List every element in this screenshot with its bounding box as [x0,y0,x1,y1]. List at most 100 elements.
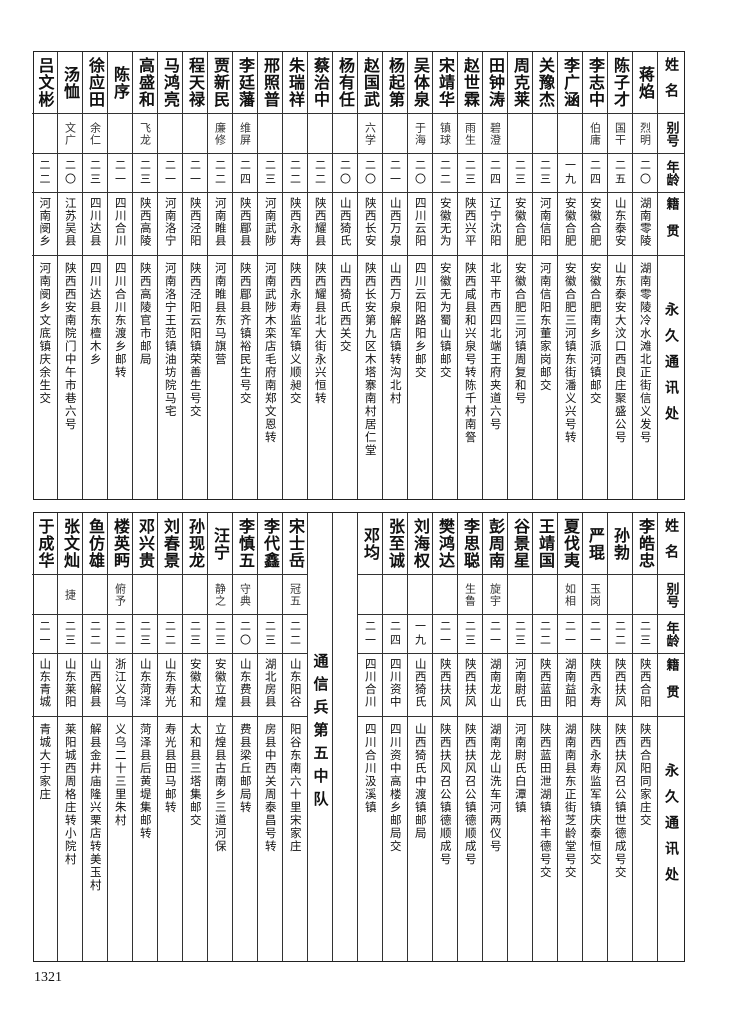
cell-age: 二二 [608,615,632,654]
cell-alias [133,575,157,615]
person-age: 二三 [538,159,552,187]
person-name: 徐应田 [86,57,105,108]
person-age: 二四 [388,620,402,648]
person-native: 陕西扶风 [613,658,628,708]
cell-name: 蔡治中 [308,52,332,114]
person-alias: 碧澄 [488,121,502,146]
cell-address: 安徽合肥南乡派河镇邮交 [583,256,607,499]
person-alias: 静之 [213,582,227,607]
person-address: 河南尉氏白潭镇 [513,723,528,814]
header-cell-alias: 别号 [658,114,684,154]
cell-age: 二四 [483,154,507,193]
person-name: 楼英眄 [111,518,130,569]
person-column: 徐应田 余仁 二三 四川达县 四川达县东檀木乡 [82,52,107,499]
cell-address: 安徽合肥三河镇东街潘义兴号转 [558,256,582,499]
cell-native: 山西猗氏 [408,654,432,717]
person-name: 马鸿亮 [161,57,180,108]
person-address: 菏泽县后黄堤集邮转 [138,723,153,840]
cell-name: 夏伐夷 [558,513,582,575]
person-alias: 雨生 [463,121,477,146]
person-native: 山东寿光 [163,658,178,708]
cell-address: 河南武陟木栾店毛府南郑文恩转 [258,256,282,499]
cell-native: 安徽无为 [433,193,457,256]
cell-name: 张至诚 [383,513,407,575]
person-native: 河南洛宁 [163,197,178,247]
person-column: 宋靖华 镇球 二二 安徽无为 安徽无为蜀山镇邮交 [432,52,457,499]
cell-age: 二三 [533,154,557,193]
cell-alias: 镇球 [433,114,457,154]
person-name: 汤恤 [61,65,80,100]
person-age: 二二 [288,620,302,648]
person-column: 朱瑞祥 二二 陕西永寿 陕西永寿监军镇义顺昶交 [282,52,307,499]
person-column: 高盛和 飞龙 二三 陕西高陵 陕西高陵官市邮局 [132,52,157,499]
person-address: 河南洛宁王范镇油坊院马宅 [163,262,178,418]
person-age: 二三 [138,620,152,648]
cell-name: 宋靖华 [433,52,457,114]
person-age: 二二 [88,620,102,648]
roster-table-top: 姓名 别号 年龄 籍贯 永久通讯处 蒋焰 烈明 二〇 湖南零陵 湖南零陵冷水滩北正街信义发号 陈子才… [32,51,685,500]
cell-age: 二一 [32,615,57,654]
person-alias: 捷 [63,588,77,601]
person-address: 陕西扶风召公镇世德成号交 [613,723,628,879]
person-alias: 冠五 [288,582,302,607]
cell-native: 陕西耀县 [308,193,332,256]
cell-native: 湖南龙山 [483,654,507,717]
cell-alias: 碧澄 [483,114,507,154]
person-column: 孙现龙 二三 安徽太和 太和县三塔集邮交 [182,513,207,961]
cell-native: 山东费县 [233,654,257,717]
cell-alias: 生鲁 [458,575,482,615]
person-column: 蔡治中 二二 陕西耀县 陕西耀县北大街永兴恒转 [307,52,332,499]
person-address: 山西猗氏西关交 [338,262,353,353]
person-address: 陕西郿县齐镇裕民生号交 [238,262,253,405]
person-column: 陈子才 国干 二五 山东泰安 山东泰安大汶口西良庄聚盛公号 [607,52,632,499]
cell-address: 陕西咸县和兴泉号转陈千村南詧 [458,256,482,499]
person-column: 吴体泉 于海 二〇 四川云阳 四川云阳路阳乡邮交 [407,52,432,499]
person-age: 二五 [613,159,627,187]
cell-address: 陕西郿县齐镇裕民生号交 [233,256,257,499]
person-name: 王靖国 [536,518,555,569]
header-age: 年龄 [663,621,679,647]
cell-name: 邢照普 [258,52,282,114]
person-column: 宋士岳 冠五 二二 山东阳谷 阳谷东南六十里宋家庄 [282,513,307,961]
cell-alias: 伯庸 [583,114,607,154]
cell-name: 陈序 [108,52,132,114]
cell-age: 二〇 [408,154,432,193]
person-native: 陕西郿县 [238,197,253,247]
person-age: 二三 [213,620,227,648]
cell-native: 四川合川 [108,193,132,256]
person-native: 安徽无为 [438,197,453,247]
header-cell-age: 年龄 [658,154,684,193]
header-column: 姓名 别号 年龄 籍贯 永久通讯处 [657,513,684,961]
person-address: 河南阌乡文底镇庆余生交 [38,262,53,405]
person-native: 安徽合肥 [563,197,578,247]
roster-table-bottom: 姓名 别号 年龄 籍贯 永久通讯处 李皓忠 二三 陕西合阳 陕西合阳同家庄交 孙勃 二二 陕西扶风 陕西… [32,512,685,962]
person-name: 赵国武 [361,57,380,108]
cell-address: 太和县三塔集邮交 [183,717,207,961]
cell-address: 菏泽县后黄堤集邮转 [133,717,157,961]
header-native: 籍贯 [663,197,679,251]
cell-age: 二三 [633,615,657,654]
person-age: 二三 [513,159,527,187]
person-column: 马鸿亮 二一 河南洛宁 河南洛宁王范镇油坊院马宅 [157,52,182,499]
cell-native: 陕西高陵 [133,193,157,256]
header-cell-address: 永久通讯处 [658,717,684,961]
cell-name: 赵世霖 [458,52,482,114]
cell-address: 寿光县田马邮转 [158,717,182,961]
person-native: 安徽合肥 [588,197,603,247]
cell-alias: 守典 [233,575,257,615]
cell-address: 湖南零陵冷水滩北正街信义发号 [633,256,657,499]
person-address: 阳谷东南六十里宋家庄 [288,723,303,853]
person-alias: 维屏 [238,121,252,146]
person-age: 二二 [38,159,51,187]
cell-native: 陕西永寿 [283,193,307,256]
cell-name: 李广涵 [558,52,582,114]
cell-age: 一九 [408,615,432,654]
person-column: 李廷藩 维屏 二四 陕西郿县 陕西郿县齐镇裕民生号交 [232,52,257,499]
header-cell-native: 籍贯 [658,193,684,256]
person-address: 安徽合肥南乡派河镇邮交 [588,262,603,405]
person-name: 李广涵 [561,57,580,108]
person-age: 二四 [488,159,502,187]
cell-address: 立煌县古南乡三道河保 [208,717,232,961]
cell-name: 樊鸿达 [433,513,457,575]
person-column: 于成华 二一 山东青城 青城大于家庄 [32,513,57,961]
